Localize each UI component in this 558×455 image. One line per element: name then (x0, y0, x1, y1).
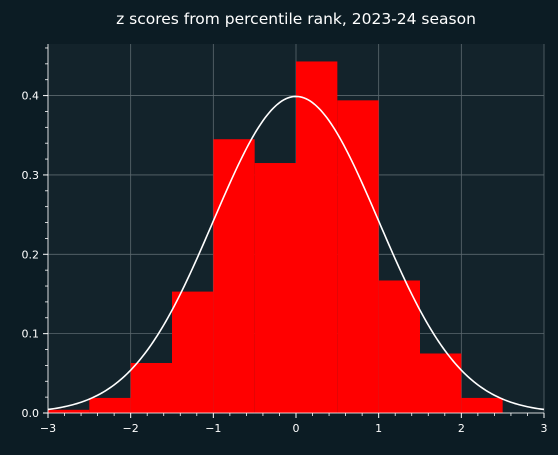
histogram-bar (296, 61, 338, 413)
histogram-bar (48, 409, 90, 413)
histogram-bar (213, 139, 255, 413)
y-tick-label: 0.1 (22, 328, 40, 341)
x-tick-label: −3 (40, 422, 56, 435)
x-tick-label: 1 (375, 422, 382, 435)
x-tick-label: −1 (205, 422, 221, 435)
x-tick-label: −2 (123, 422, 139, 435)
histogram-bar (337, 100, 379, 414)
histogram-bar (378, 280, 420, 413)
histogram-bar (254, 163, 296, 413)
x-tick-label: 3 (541, 422, 548, 435)
y-tick-label: 0.3 (22, 169, 40, 182)
chart-title: z scores from percentile rank, 2023-24 s… (116, 10, 476, 28)
histogram-bar (461, 397, 503, 413)
normal-curve-line (47, 95, 545, 411)
y-tick-label: 0.2 (22, 248, 40, 261)
y-tick-label: 0.4 (22, 90, 40, 103)
histogram-bar (172, 291, 214, 413)
histogram-bar (89, 397, 131, 413)
x-tick-label: 0 (293, 422, 300, 435)
x-tick-label: 2 (458, 422, 465, 435)
y-tick-label: 0.0 (22, 407, 40, 420)
histogram-bar (130, 363, 172, 413)
plot-area: −3 −2 −1 0 1 2 3 0.0 0.1 0.2 0.3 0.4 (22, 44, 548, 435)
